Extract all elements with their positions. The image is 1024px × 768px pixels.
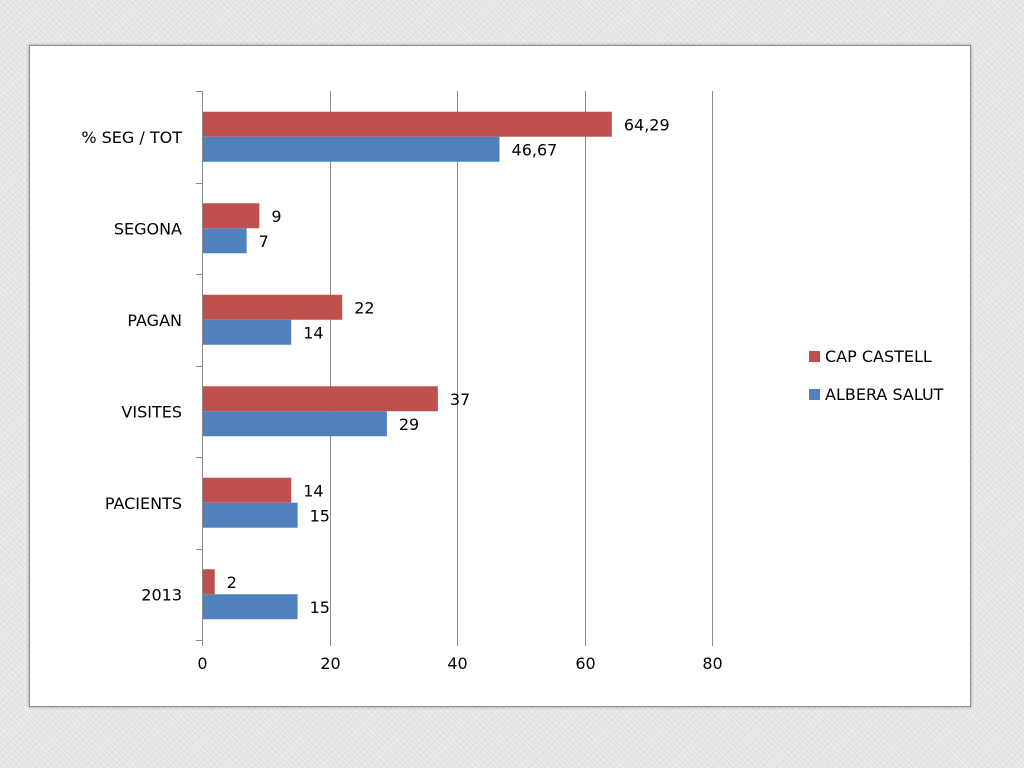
bar-chart: 0 20 40 60 80 % SEG / TOT SEGONA PAGAN VISITES PA…	[81, 91, 944, 673]
legend: CAP CASTELL ALBERA SALUT	[809, 347, 944, 404]
data-label: 37	[450, 390, 470, 409]
data-label: 14	[303, 481, 323, 500]
axes: 0 20 40 60 80 % SEG / TOT SEGONA PAGAN VISITES PA…	[81, 91, 723, 673]
x-tick-label: 80	[702, 654, 722, 673]
bar	[203, 386, 438, 412]
data-label: 22	[354, 298, 374, 317]
category-label: 2013	[141, 585, 182, 604]
gridlines	[330, 91, 713, 640]
legend-swatch	[809, 351, 820, 362]
data-label: 15	[310, 506, 330, 525]
x-tick-label: 60	[575, 654, 595, 673]
x-tick-label: 0	[197, 654, 207, 673]
category-label: VISITES	[121, 402, 182, 421]
bar	[203, 136, 500, 162]
data-label: 7	[259, 232, 269, 251]
bar	[203, 228, 247, 254]
category-label: SEGONA	[114, 219, 182, 238]
data-label: 46,67	[512, 140, 558, 159]
legend-label: ALBERA SALUT	[825, 385, 944, 404]
bar	[203, 594, 298, 620]
bars	[203, 111, 612, 620]
bar	[203, 502, 298, 528]
bar	[203, 477, 292, 503]
data-label: 14	[303, 323, 323, 342]
data-label: 64,29	[624, 115, 670, 134]
bar	[203, 294, 343, 320]
legend-swatch	[809, 389, 820, 400]
x-tick-label: 20	[320, 654, 340, 673]
category-label: PACIENTS	[105, 494, 182, 513]
data-label: 15	[310, 598, 330, 617]
data-label: 29	[399, 415, 419, 434]
data-label: 9	[271, 207, 281, 226]
bar	[203, 319, 292, 345]
bar	[203, 203, 260, 229]
category-label: PAGAN	[127, 311, 182, 330]
bar	[203, 111, 612, 137]
x-tick-label: 40	[447, 654, 467, 673]
category-label: % SEG / TOT	[81, 128, 182, 147]
chart-panel: 0 20 40 60 80 % SEG / TOT SEGONA PAGAN VISITES PA…	[29, 45, 971, 707]
legend-label: CAP CASTELL	[825, 347, 932, 366]
data-label: 2	[227, 573, 237, 592]
bar	[203, 569, 215, 595]
data-labels: 64,29 46,67 97 22 14 37 29 14 15 2 15	[227, 115, 670, 617]
bar	[203, 411, 387, 437]
